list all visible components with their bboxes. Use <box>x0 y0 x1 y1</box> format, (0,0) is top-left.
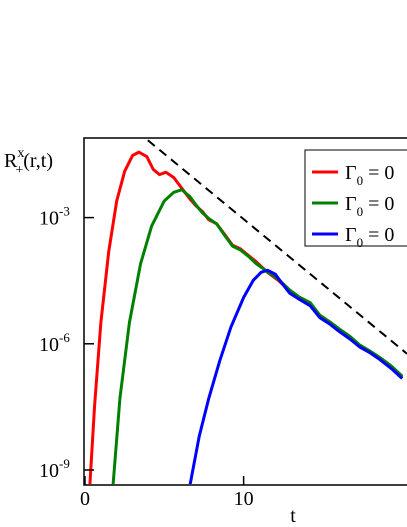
legend-name-rest: = 0 <box>363 224 394 246</box>
x-tick-label: 0 <box>80 488 90 510</box>
y-tick-label: 10-3 <box>39 204 70 230</box>
reference-line <box>147 139 407 355</box>
y-tick-base: 10 <box>39 208 59 230</box>
y-tick-label: 10-6 <box>39 330 70 356</box>
series-line <box>111 188 404 484</box>
y-tick-exponent: -3 <box>59 204 70 219</box>
series-line <box>188 268 404 484</box>
plot-frame <box>83 137 407 486</box>
y-tick-base: 10 <box>39 334 59 356</box>
x-tick-label: 10 <box>234 488 254 510</box>
legend-label: Γ0 = 0 <box>345 162 394 188</box>
legend-name-sub: 0 <box>357 235 364 250</box>
legend-box <box>304 149 407 247</box>
x-axis-label: t <box>290 505 296 527</box>
legend-name: Γ <box>345 162 357 184</box>
y-tick-exponent: -6 <box>59 330 70 345</box>
legend-label: Γ0 = 0 <box>345 193 394 219</box>
legend-name: Γ <box>345 193 357 215</box>
legend-label: Γ0 = 0 <box>345 224 394 250</box>
legend-name: Γ <box>345 224 357 246</box>
y-tick-label: 10-9 <box>39 456 70 482</box>
curves <box>88 139 407 484</box>
legend-name-sub: 0 <box>357 204 364 219</box>
y-tick-base: 10 <box>39 460 59 482</box>
legend-name-rest: = 0 <box>363 162 394 184</box>
y-axis-label: Rx +(r,t) <box>4 146 53 178</box>
legend-name-rest: = 0 <box>363 193 394 215</box>
y-tick-exponent: -9 <box>59 456 70 471</box>
legend-name-sub: 0 <box>357 173 364 188</box>
legend: Γ0 = 0Γ0 = 0Γ0 = 0 <box>304 149 407 250</box>
